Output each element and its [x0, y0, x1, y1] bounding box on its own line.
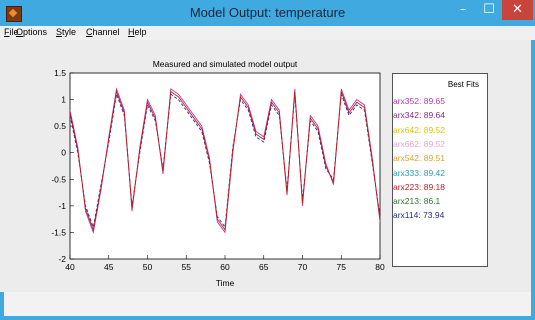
x-tick-label: 80 [375, 262, 385, 272]
y-tick-label: 0.5 [54, 121, 66, 131]
menu-bar: File Options Style Channel Help [0, 26, 535, 40]
legend-title: Best Fits [447, 80, 479, 89]
legend-entry[interactable]: arx114: 73.94 [393, 210, 445, 221]
plot-area[interactable]: Measured and simulated model output 1.51… [0, 40, 390, 292]
x-axis-label: Time [216, 278, 235, 288]
window-frame-bottom [0, 316, 535, 320]
y-tick-label: -1 [58, 201, 66, 211]
menu-help[interactable]: Help [128, 27, 147, 37]
minimize-button[interactable]: – [459, 2, 467, 17]
plot-title: Measured and simulated model output [153, 59, 298, 69]
legend-entry[interactable]: arx333: 89.42 [393, 167, 445, 178]
x-tick-label: 75 [337, 262, 347, 272]
x-tick-label: 50 [143, 262, 153, 272]
legend-entry[interactable]: arx642: 89.52 [393, 124, 445, 135]
x-tick-label: 60 [220, 262, 230, 272]
menu-channel[interactable]: Channel [86, 27, 120, 37]
y-tick-label: 1 [61, 95, 66, 105]
y-tick-label: -2 [58, 254, 66, 264]
matlab-app-icon [6, 6, 22, 22]
x-tick-label: 65 [259, 262, 269, 272]
series-line [69, 89, 381, 232]
y-tick-label: 1.5 [54, 68, 66, 78]
window-frame-left [0, 292, 4, 320]
title-bar: Model Output: temperature – ☐ ✕ [0, 0, 535, 26]
menu-style[interactable]: Style [56, 27, 77, 37]
menu-options[interactable]: Options [16, 27, 48, 37]
legend-entry[interactable]: arx213: 86.1 [393, 196, 441, 207]
window-frame-right [531, 40, 535, 320]
y-tick-label: -1.5 [51, 227, 66, 237]
y-tick-label: 0 [61, 148, 66, 158]
legend-entry[interactable]: arx223: 89.18 [393, 181, 445, 192]
status-bar [4, 292, 531, 316]
best-fits-legend[interactable]: Best Fits arx352: 89.65 arx342: 89.64 arx6… [392, 73, 488, 267]
window-title: Model Output: temperature [189, 5, 346, 20]
series-lines [69, 87, 381, 235]
x-tick-label: 55 [182, 262, 192, 272]
legend-entry[interactable]: arx542: 89.51 [393, 153, 445, 164]
legend-entry[interactable]: arx352: 89.65 [393, 96, 445, 106]
x-tick-label: 70 [298, 262, 308, 272]
legend-entry[interactable]: arx342: 89.64 [393, 110, 445, 121]
x-tick-label: 40 [65, 262, 75, 272]
y-tick-label: -0.5 [51, 174, 66, 184]
close-button[interactable]: ✕ [502, 0, 533, 20]
x-tick-label: 45 [104, 262, 114, 272]
legend-entry[interactable]: arx662: 89.52 [393, 138, 445, 149]
maximize-button[interactable]: ☐ [483, 2, 495, 17]
y-axis: 1.5 1 0.5 0 -0.5 -1 -1.5 -2 [51, 68, 74, 264]
menu-file[interactable]: File [4, 27, 19, 37]
x-axis: 40 45 50 55 60 65 70 75 80 [65, 255, 385, 272]
